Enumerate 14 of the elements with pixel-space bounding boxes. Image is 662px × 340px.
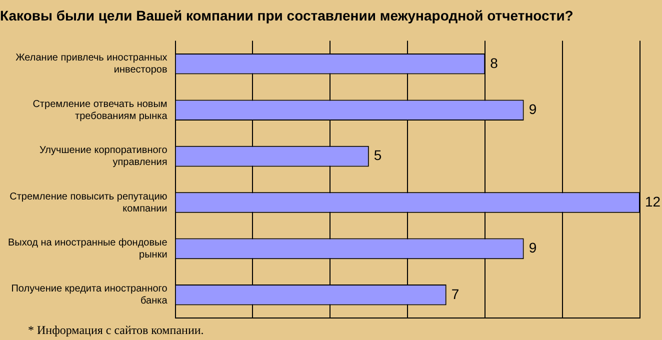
- data-label: 8: [490, 54, 498, 71]
- data-label: 9: [528, 240, 537, 256]
- y-tick-label: Стремление отвечать новым требованиям рынка: [32, 98, 168, 122]
- chart-title: Каковы были цели Вашей компании при составлении межународной отчетности?: [0, 7, 574, 24]
- data-label: 5: [374, 147, 382, 164]
- data-label: 12: [645, 193, 661, 210]
- y-tick-label: Получение кредита иностранного банка: [11, 284, 168, 307]
- y-tick-label: Стремление повысить репутацию компании: [10, 191, 168, 214]
- y-tick-label: Выход на иностранные фондовые рынки: [8, 237, 168, 260]
- y-tick-label: Улучшение корпоративного управления: [39, 145, 168, 168]
- y-tick-label: Желание привлечь иностранных инвесторов: [16, 52, 168, 76]
- data-label: 7: [451, 286, 460, 302]
- text: * Информация с сайтов компании.: [28, 323, 204, 337]
- data-label: 9: [528, 100, 537, 117]
